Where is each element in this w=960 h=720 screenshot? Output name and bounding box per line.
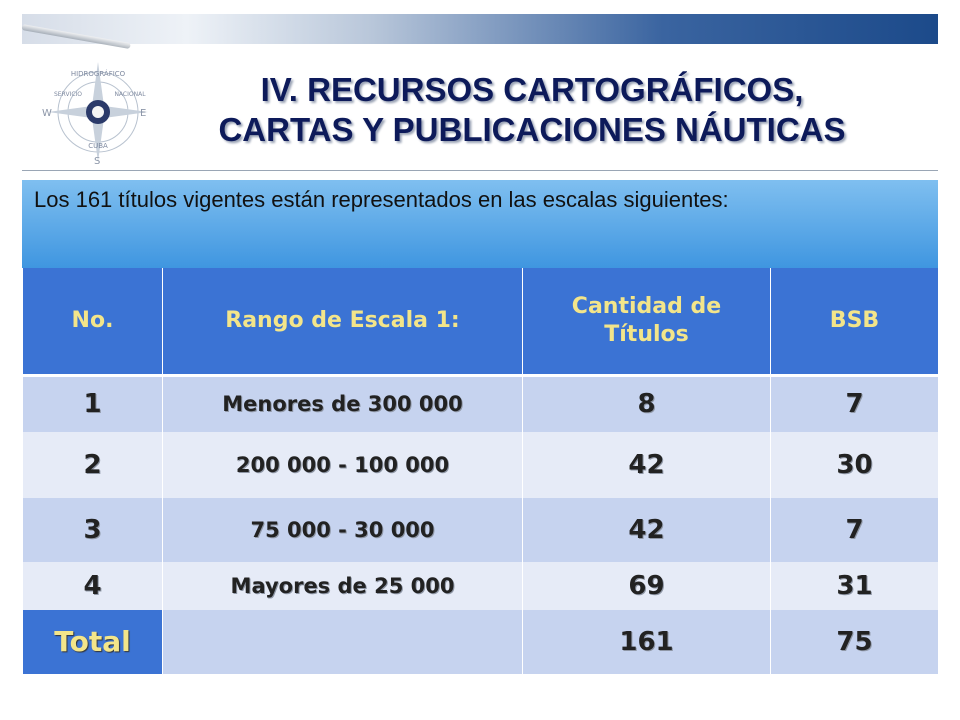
logo-dir-e: E <box>140 108 146 119</box>
cell-count: 42 <box>522 431 771 498</box>
cell-range: 75 000 - 30 000 <box>162 497 523 562</box>
page-title: IV. RECURSOS CARTOGRÁFICOS, CARTAS Y PUB… <box>152 70 912 150</box>
compass-rose-logo: HIDROGRÁFICO SERVICIO NACIONAL CUBA W E … <box>42 62 148 167</box>
logo-text-left: SERVICIO <box>54 91 82 98</box>
logo-text-top: HIDROGRÁFICO <box>71 69 126 78</box>
scales-table: No. Rango de Escala 1: Cantidad de Títul… <box>22 268 939 674</box>
cell-range: Mayores de 25 000 <box>162 561 523 610</box>
logo-text-bottom: CUBA <box>88 142 108 150</box>
header-area: HIDROGRÁFICO SERVICIO NACIONAL CUBA W E … <box>22 52 938 171</box>
logo-dir-s: S <box>94 156 100 167</box>
header-bsb: BSB <box>770 268 939 377</box>
header-range: Rango de Escala 1: <box>162 268 523 377</box>
logo-text-right: NACIONAL <box>114 91 146 98</box>
logo-dir-w: W <box>42 108 52 119</box>
total-bsb: 75 <box>770 609 939 674</box>
cell-bsb: 7 <box>770 375 939 432</box>
table-row: 1 Menores de 300 000 8 7 <box>22 375 939 432</box>
cell-no: 1 <box>22 375 163 432</box>
total-label: Total <box>22 609 163 674</box>
top-banner <box>21 14 938 50</box>
table-row: 2 200 000 - 100 000 42 30 <box>22 431 939 498</box>
cell-bsb: 7 <box>770 497 939 562</box>
cell-count: 42 <box>522 497 771 562</box>
cell-bsb: 31 <box>770 561 939 610</box>
table-row: 4 Mayores de 25 000 69 31 <box>22 561 939 610</box>
cell-no: 4 <box>22 561 163 610</box>
header-no: No. <box>22 268 163 377</box>
cell-no: 3 <box>22 497 163 562</box>
title-line-1: IV. RECURSOS CARTOGRÁFICOS, <box>260 71 804 108</box>
cell-bsb: 30 <box>770 431 939 498</box>
table-row: 3 75 000 - 30 000 42 7 <box>22 497 939 562</box>
cell-range: Menores de 300 000 <box>162 375 523 432</box>
header-count-text: Cantidad de Títulos <box>571 294 722 347</box>
cell-no: 2 <box>22 431 163 498</box>
table-total-row: Total 161 75 <box>22 609 939 674</box>
cell-count: 69 <box>522 561 771 610</box>
cell-count: 8 <box>522 375 771 432</box>
header-count: Cantidad de Títulos <box>522 268 771 377</box>
total-count: 161 <box>522 609 771 674</box>
total-range <box>162 609 523 674</box>
cell-range: 200 000 - 100 000 <box>162 431 523 498</box>
title-line-2: CARTAS Y PUBLICACIONES NÁUTICAS <box>218 111 846 148</box>
intro-text: Los 161 títulos vigentes están represent… <box>22 180 938 268</box>
pen-decoration <box>21 24 131 50</box>
table-header-row: No. Rango de Escala 1: Cantidad de Títul… <box>22 268 939 377</box>
